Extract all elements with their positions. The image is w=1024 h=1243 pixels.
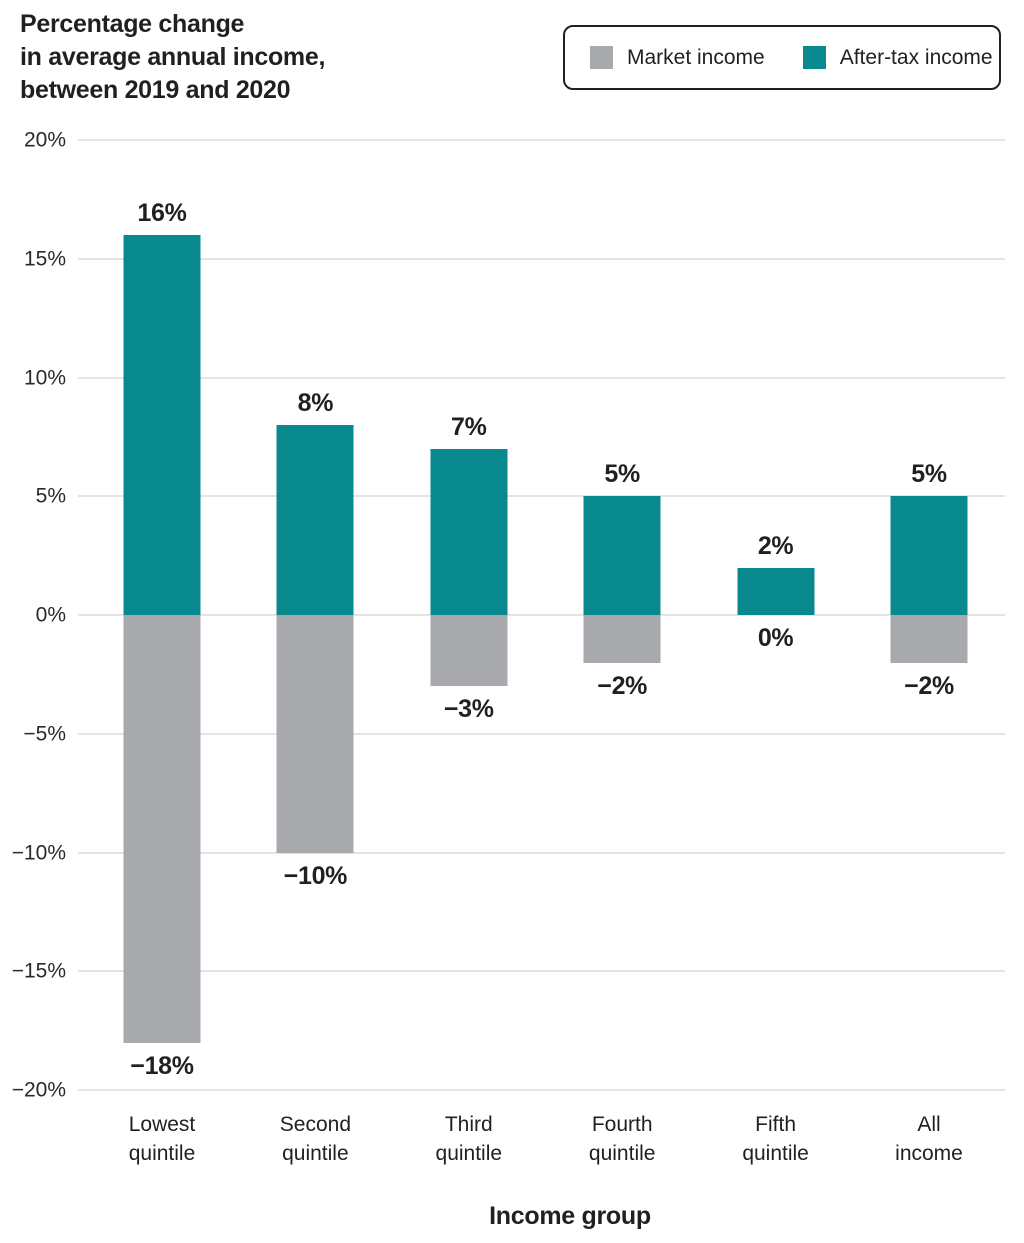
category-label-5: Fifth quintile xyxy=(742,1113,809,1165)
category-label-1: Lowest quintile xyxy=(128,1113,196,1165)
legend-item-after-tax-income: After-tax income xyxy=(802,45,993,70)
bar-after-tax-2 xyxy=(276,425,354,615)
plot-area: 20% 15% 10% 5% 0% −5% −10% −15% −20% 16% −18% 8% −10… xyxy=(0,130,1024,1101)
legend-label-market-income: Market income xyxy=(627,45,765,69)
bar-after-tax-3 xyxy=(430,448,508,615)
bar-after-tax-6 xyxy=(890,496,968,615)
value-label-after-tax-6: 5% xyxy=(911,460,947,489)
bar-market-3 xyxy=(430,615,508,687)
gridline-−15% xyxy=(78,970,1005,973)
value-label-market-5: 0% xyxy=(757,624,794,652)
bar-market-2 xyxy=(276,615,354,853)
value-label-market-3: −3% xyxy=(443,695,494,724)
gridline-−20% xyxy=(78,1089,1005,1091)
value-label-after-tax-4: 5% xyxy=(604,460,640,489)
value-label-market-1: −18% xyxy=(130,1051,194,1080)
value-label-market-4: −2% xyxy=(597,671,648,700)
y-tick-label: −20% xyxy=(11,1078,66,1102)
y-tick-label: −15% xyxy=(11,959,66,983)
y-tick-label: −10% xyxy=(11,841,66,864)
value-label-market-2: −10% xyxy=(283,861,348,890)
legend-item-market-income: Market income xyxy=(590,46,765,70)
gridline-20% xyxy=(78,139,1005,141)
category-label-4: Fourth quintile xyxy=(588,1113,656,1165)
bar-after-tax-1 xyxy=(123,235,201,615)
chart-title-line1: Percentage change xyxy=(20,10,245,38)
value-label-after-tax-1: 16% xyxy=(137,199,187,227)
category-label-6: All income xyxy=(895,1113,963,1165)
after-tax-income-swatch-icon xyxy=(802,46,826,69)
market-income-swatch-icon xyxy=(590,46,613,69)
value-label-after-tax-2: 8% xyxy=(297,389,334,417)
y-tick-label: 5% xyxy=(35,484,66,508)
category-label-3: Third quintile xyxy=(435,1113,503,1165)
bar-after-tax-4 xyxy=(583,496,661,615)
gridline-15% xyxy=(78,257,1005,260)
y-tick-label: 20% xyxy=(23,128,66,152)
gridline-0% xyxy=(78,614,1005,616)
y-tick-label: −5% xyxy=(23,722,66,746)
chart-title-line2: in average annual income, xyxy=(20,43,326,71)
gridline-−5% xyxy=(78,732,1005,735)
chart-title-line3: between 2019 and 2020 xyxy=(20,76,291,104)
y-tick-label: 10% xyxy=(23,366,66,389)
bar-market-1 xyxy=(123,615,201,1043)
gridline-−10% xyxy=(78,851,1005,854)
category-label-2: Second quintile xyxy=(279,1113,352,1165)
value-label-after-tax-5: 2% xyxy=(757,531,794,560)
bar-market-4 xyxy=(583,615,661,663)
legend: Market income After-tax income xyxy=(563,25,1001,90)
gridline-10% xyxy=(78,376,1005,379)
chart-title: Percentage change in average annual inco… xyxy=(20,8,325,107)
x-axis-title: Income group xyxy=(489,1202,651,1230)
bar-after-tax-5 xyxy=(737,567,815,615)
bar-market-6 xyxy=(890,615,968,663)
value-label-after-tax-3: 7% xyxy=(451,412,487,441)
y-tick-label: 15% xyxy=(23,247,66,271)
value-label-market-6: −2% xyxy=(904,671,954,700)
legend-label-after-tax-income: After-tax income xyxy=(839,45,993,69)
y-tick-label: 0% xyxy=(35,603,66,627)
gridline-5% xyxy=(78,495,1005,498)
